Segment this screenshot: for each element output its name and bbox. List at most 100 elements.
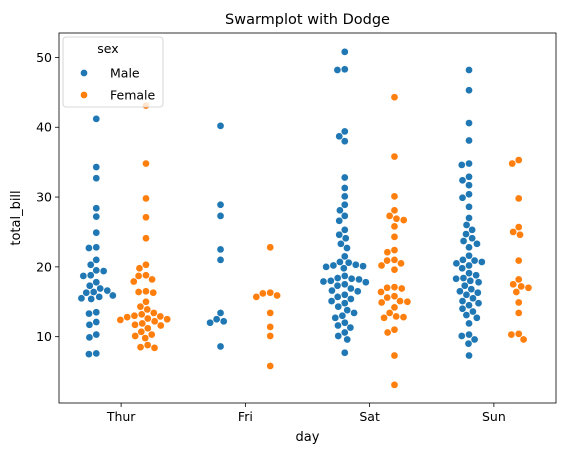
swarm-point-male — [335, 216, 344, 225]
swarm-point-male — [473, 288, 482, 297]
x-tick-label: Fri — [238, 409, 253, 424]
swarm-point-male — [341, 234, 350, 243]
swarm-point-female — [390, 283, 399, 291]
chart-title: Swarmplot with Dodge — [225, 12, 390, 28]
swarm-point-male — [92, 308, 101, 317]
swarm-point-female — [392, 312, 400, 321]
swarm-point-male — [462, 311, 471, 319]
swarm-point-male — [216, 245, 225, 254]
swarm-point-male — [327, 297, 336, 305]
swarm-point-female — [135, 264, 144, 273]
swarm-point-male — [85, 320, 94, 329]
axis-ticks: 10 20 30 40 50 Thur Fri Sat Sun — [36, 50, 506, 424]
swarm-point-male — [462, 221, 471, 229]
swarm-point-male — [82, 288, 91, 297]
swarm-point-female — [156, 312, 165, 321]
swarm-point-male — [452, 259, 461, 268]
swarm-point-female — [524, 283, 533, 292]
swarm-point-male — [92, 330, 101, 339]
swarm-point-male — [458, 176, 467, 185]
swarm-point-female — [385, 309, 394, 317]
swarm-point-male — [333, 293, 342, 301]
swarm-point-male — [467, 285, 476, 294]
swarm-point-male — [92, 212, 101, 221]
swarm-point-male — [216, 342, 225, 351]
swarm-point-female — [390, 256, 399, 264]
swarm-point-male — [465, 202, 473, 211]
swarm-point-male — [464, 339, 473, 348]
swarm-point-male — [216, 212, 225, 220]
swarm-point-female — [390, 93, 399, 102]
swarm-point-male — [334, 302, 343, 311]
swarm-point-female — [163, 315, 172, 324]
swarm-point-male — [99, 267, 108, 275]
swarm-point-female — [142, 297, 150, 306]
swarm-point-female — [149, 309, 158, 317]
legend-label: Female — [110, 88, 156, 103]
swarm-point-male — [340, 48, 349, 56]
swarm-point-female — [116, 316, 125, 324]
y-axis-label: total_bill — [9, 190, 24, 245]
swarm-point-male — [95, 293, 104, 301]
swarm-point-male — [452, 274, 460, 283]
swarm-point-female — [273, 291, 281, 300]
swarm-point-male — [340, 318, 349, 327]
swarm-point-male — [472, 313, 481, 322]
swarm-point-female — [399, 313, 408, 321]
swarm-point-male — [340, 65, 349, 74]
swarm-point-male — [331, 313, 340, 322]
swarm-point-male — [103, 286, 112, 295]
swarm-point-male — [340, 212, 349, 220]
swarm-point-female — [390, 192, 399, 201]
swarm-point-female — [390, 246, 399, 254]
swarm-point-male — [465, 214, 473, 222]
swarm-point-male — [85, 309, 93, 318]
swarm-point-male — [347, 295, 355, 303]
swarm-point-male — [474, 299, 483, 308]
swarm-point-female — [143, 305, 152, 314]
swarm-point-female — [150, 317, 159, 326]
swarm-point-male — [334, 321, 342, 330]
swarm-point-male — [460, 281, 469, 290]
swarm-point-male — [465, 119, 473, 127]
swarm-point-male — [459, 237, 468, 245]
swarm-point-male — [340, 192, 349, 201]
swarm-point-male — [468, 226, 476, 234]
swarm-point-female — [130, 311, 139, 320]
swarm-point-female — [383, 293, 392, 302]
swarm-point-female — [142, 159, 150, 168]
swarm-point-female — [377, 298, 386, 307]
swarm-point-female — [390, 233, 399, 241]
swarm-point-male — [92, 163, 101, 171]
swarm-point-male — [92, 278, 101, 287]
swarm-point-female — [390, 152, 399, 161]
swarm-point-female — [399, 216, 408, 224]
swarm-point-female — [131, 332, 140, 340]
swarm-point-female — [383, 283, 391, 292]
swarm-point-male — [216, 200, 225, 209]
legend: sex Male Female — [62, 36, 164, 108]
swarm-point-male — [350, 309, 358, 317]
swarm-point-female — [142, 213, 150, 222]
swarm-point-female — [266, 243, 275, 252]
swarm-point-male — [326, 276, 335, 285]
x-tick-label: Sat — [359, 409, 380, 424]
swarm-point-male — [338, 311, 347, 320]
swarm-point-female — [137, 327, 146, 336]
swarm-point-female — [142, 234, 150, 243]
swarm-point-female — [129, 277, 138, 286]
swarm-point-male — [333, 274, 342, 282]
swarm-point-male — [86, 271, 95, 280]
swarm-point-male — [336, 258, 344, 266]
swarm-point-male — [219, 317, 228, 326]
swarm-point-male — [465, 159, 473, 168]
swarm-point-male — [92, 228, 101, 237]
swarm-point-female — [390, 351, 399, 360]
swarm-point-female — [131, 320, 139, 329]
swarm-point-female — [509, 228, 518, 236]
swarm-point-male — [343, 335, 352, 344]
swarm-point-male — [344, 258, 353, 267]
swarm-point-male — [457, 161, 466, 169]
swarm-point-male — [340, 280, 349, 289]
swarm-point-female — [514, 309, 523, 317]
